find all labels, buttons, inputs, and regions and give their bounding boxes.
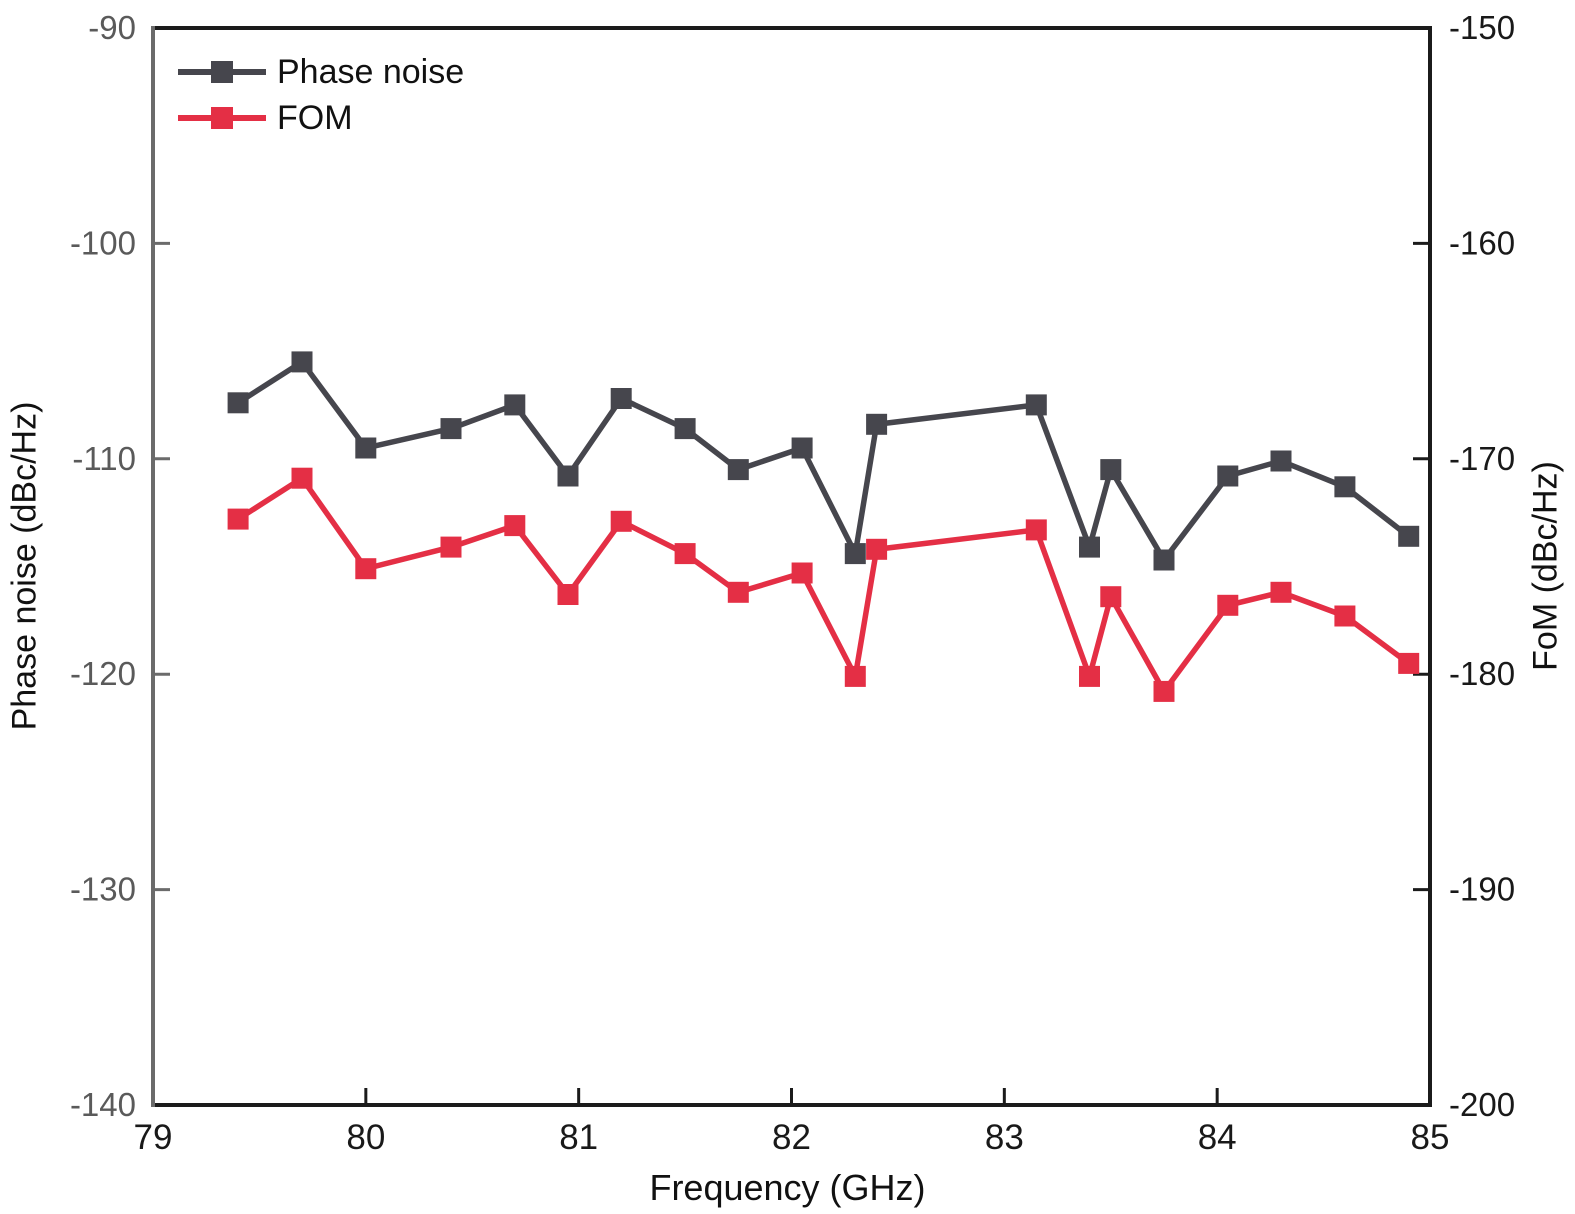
phase-noise-legend-marker-icon xyxy=(211,61,233,83)
phase-noise-swatch xyxy=(178,61,266,83)
y-left-tick-label: -100 xyxy=(70,224,136,261)
fom-marker xyxy=(440,536,462,558)
chart-legend: Phase noise FOM xyxy=(178,49,464,141)
legend-item-fom: FOM xyxy=(178,95,464,141)
y-right-tick-label: -150 xyxy=(1449,9,1515,46)
y-left-tick-label: -140 xyxy=(70,1086,136,1123)
x-tick-label: 85 xyxy=(1411,1118,1450,1157)
y-left-tick-label: -120 xyxy=(70,655,136,692)
phase-noise-marker xyxy=(610,388,632,409)
fom-marker xyxy=(355,558,377,580)
phase-noise-marker xyxy=(844,543,866,565)
fom-legend-marker-icon xyxy=(211,107,233,129)
x-axis-title: Frequency (GHz) xyxy=(649,1167,926,1208)
fom-marker xyxy=(1398,652,1420,674)
fom-line xyxy=(236,475,1411,695)
fom-marker xyxy=(504,515,526,537)
x-tick-label: 84 xyxy=(1198,1118,1237,1157)
fom-marker xyxy=(727,581,749,603)
legend-item-phase-noise: Phase noise xyxy=(178,49,464,95)
phase-noise-marker xyxy=(791,437,813,459)
fom-marker xyxy=(866,538,888,560)
y-right-tick-label: -180 xyxy=(1449,655,1515,692)
fom-marker xyxy=(291,467,313,489)
phase-noise-marker xyxy=(504,394,526,416)
fom-marker xyxy=(1153,680,1175,702)
y-left-tick-label: -110 xyxy=(72,440,136,477)
phase-noise-line xyxy=(236,359,1411,563)
fom-marker xyxy=(1334,605,1356,627)
fom-marker xyxy=(1025,519,1047,541)
y-left-tick-label: -90 xyxy=(88,9,136,46)
y-right-tick-label: -170 xyxy=(1449,440,1515,477)
phase-noise-marker xyxy=(1270,450,1292,472)
fom-marker xyxy=(674,543,696,565)
y-right-tick-label: -190 xyxy=(1449,871,1515,908)
fom-marker xyxy=(1270,581,1292,603)
phase-noise-marker xyxy=(1100,459,1122,481)
phase-noise-marker xyxy=(866,413,888,435)
plot-frame xyxy=(151,26,1432,1107)
y-left-tick-label: -130 xyxy=(70,871,136,908)
phase-noise-marker xyxy=(291,351,313,373)
fom-marker xyxy=(844,665,866,687)
fom-marker xyxy=(227,508,249,530)
y-right-tick-label: -160 xyxy=(1449,224,1515,261)
legend-label-phase-noise: Phase noise xyxy=(277,53,465,91)
phase-noise-marker xyxy=(1153,549,1175,571)
fom-marker xyxy=(1079,665,1100,687)
legend-label-fom: FOM xyxy=(277,99,353,137)
x-tick-label: 79 xyxy=(134,1118,173,1157)
phase-noise-marker xyxy=(1217,465,1239,487)
phase-noise-marker xyxy=(1079,536,1100,558)
phase-noise-marker xyxy=(674,418,696,440)
fom-marker xyxy=(1100,586,1122,608)
phase-noise-marker xyxy=(1398,525,1420,547)
phase-noise-marker xyxy=(557,465,579,487)
x-tick-label: 80 xyxy=(346,1118,385,1157)
y-right-axis-title: FoM (dBc/Hz) xyxy=(1526,461,1565,671)
phase-noise-marker xyxy=(440,418,462,440)
x-tick-label: 82 xyxy=(772,1118,811,1157)
y-right-tick-label: -200 xyxy=(1449,1086,1515,1123)
fom-marker xyxy=(791,562,813,584)
phase-noise-marker xyxy=(1025,394,1047,416)
fom-marker xyxy=(610,510,632,532)
fom-swatch xyxy=(178,107,266,129)
phase-noise-marker xyxy=(355,437,377,459)
phase-noise-marker xyxy=(1334,476,1356,498)
x-tick-label: 81 xyxy=(559,1118,598,1157)
fom-marker xyxy=(557,584,579,605)
phase-noise-marker xyxy=(727,459,749,481)
fom-marker xyxy=(1217,594,1239,616)
x-tick-label: 83 xyxy=(985,1118,1024,1157)
y-left-axis-title: Phase noise (dBc/Hz) xyxy=(5,401,44,731)
phase-noise-marker xyxy=(227,392,249,414)
